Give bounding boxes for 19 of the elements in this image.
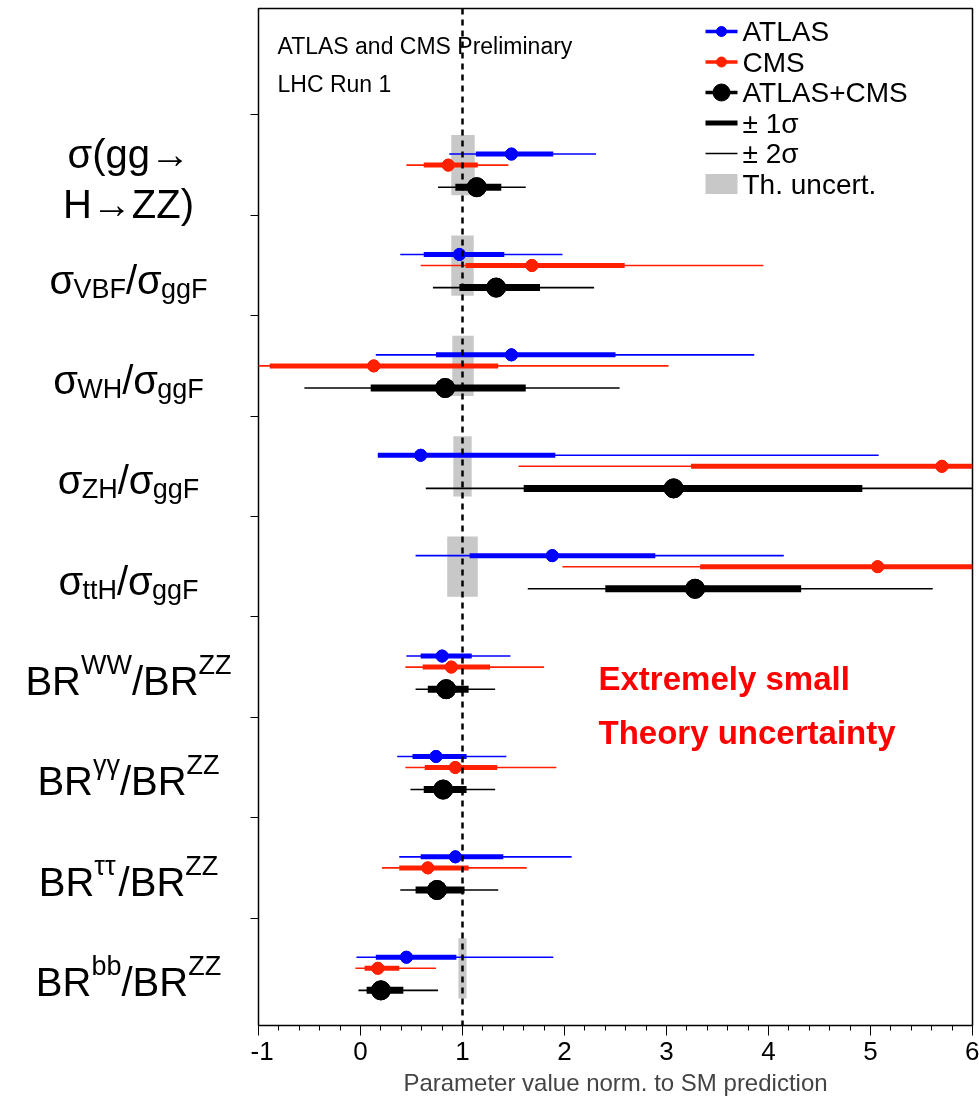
- legend-label: Th. uncert.: [742, 168, 877, 200]
- x-axis-title: Parameter value norm. to SM prediction: [403, 1068, 828, 1096]
- chart-subtitle: LHC Run 1: [277, 70, 392, 97]
- x-tick-label: -1: [250, 1035, 274, 1066]
- annotation: ± 2σ: [742, 138, 799, 169]
- x-tick-label: 5: [863, 1035, 878, 1066]
- legend-label: ATLAS: [742, 16, 830, 47]
- x-tick-label: 6: [965, 1035, 979, 1066]
- x-tick-label: 4: [761, 1035, 776, 1066]
- legend-label: CMS: [742, 46, 805, 78]
- legend-label: ATLAS+CMS: [742, 77, 908, 108]
- annotation: Extremely small Theory uncertainty: [598, 660, 897, 751]
- y-tick-label: σ(gg→H→ZZ): [62, 132, 195, 227]
- x-tick-label: 0: [353, 1035, 368, 1066]
- x-tick-label: 2: [557, 1035, 572, 1066]
- annotation: ± 1σ: [742, 107, 799, 139]
- chart-title: ATLAS and CMS Preliminary: [277, 32, 573, 59]
- x-tick-label: 1: [455, 1035, 470, 1066]
- x-tick-label: 3: [659, 1035, 674, 1066]
